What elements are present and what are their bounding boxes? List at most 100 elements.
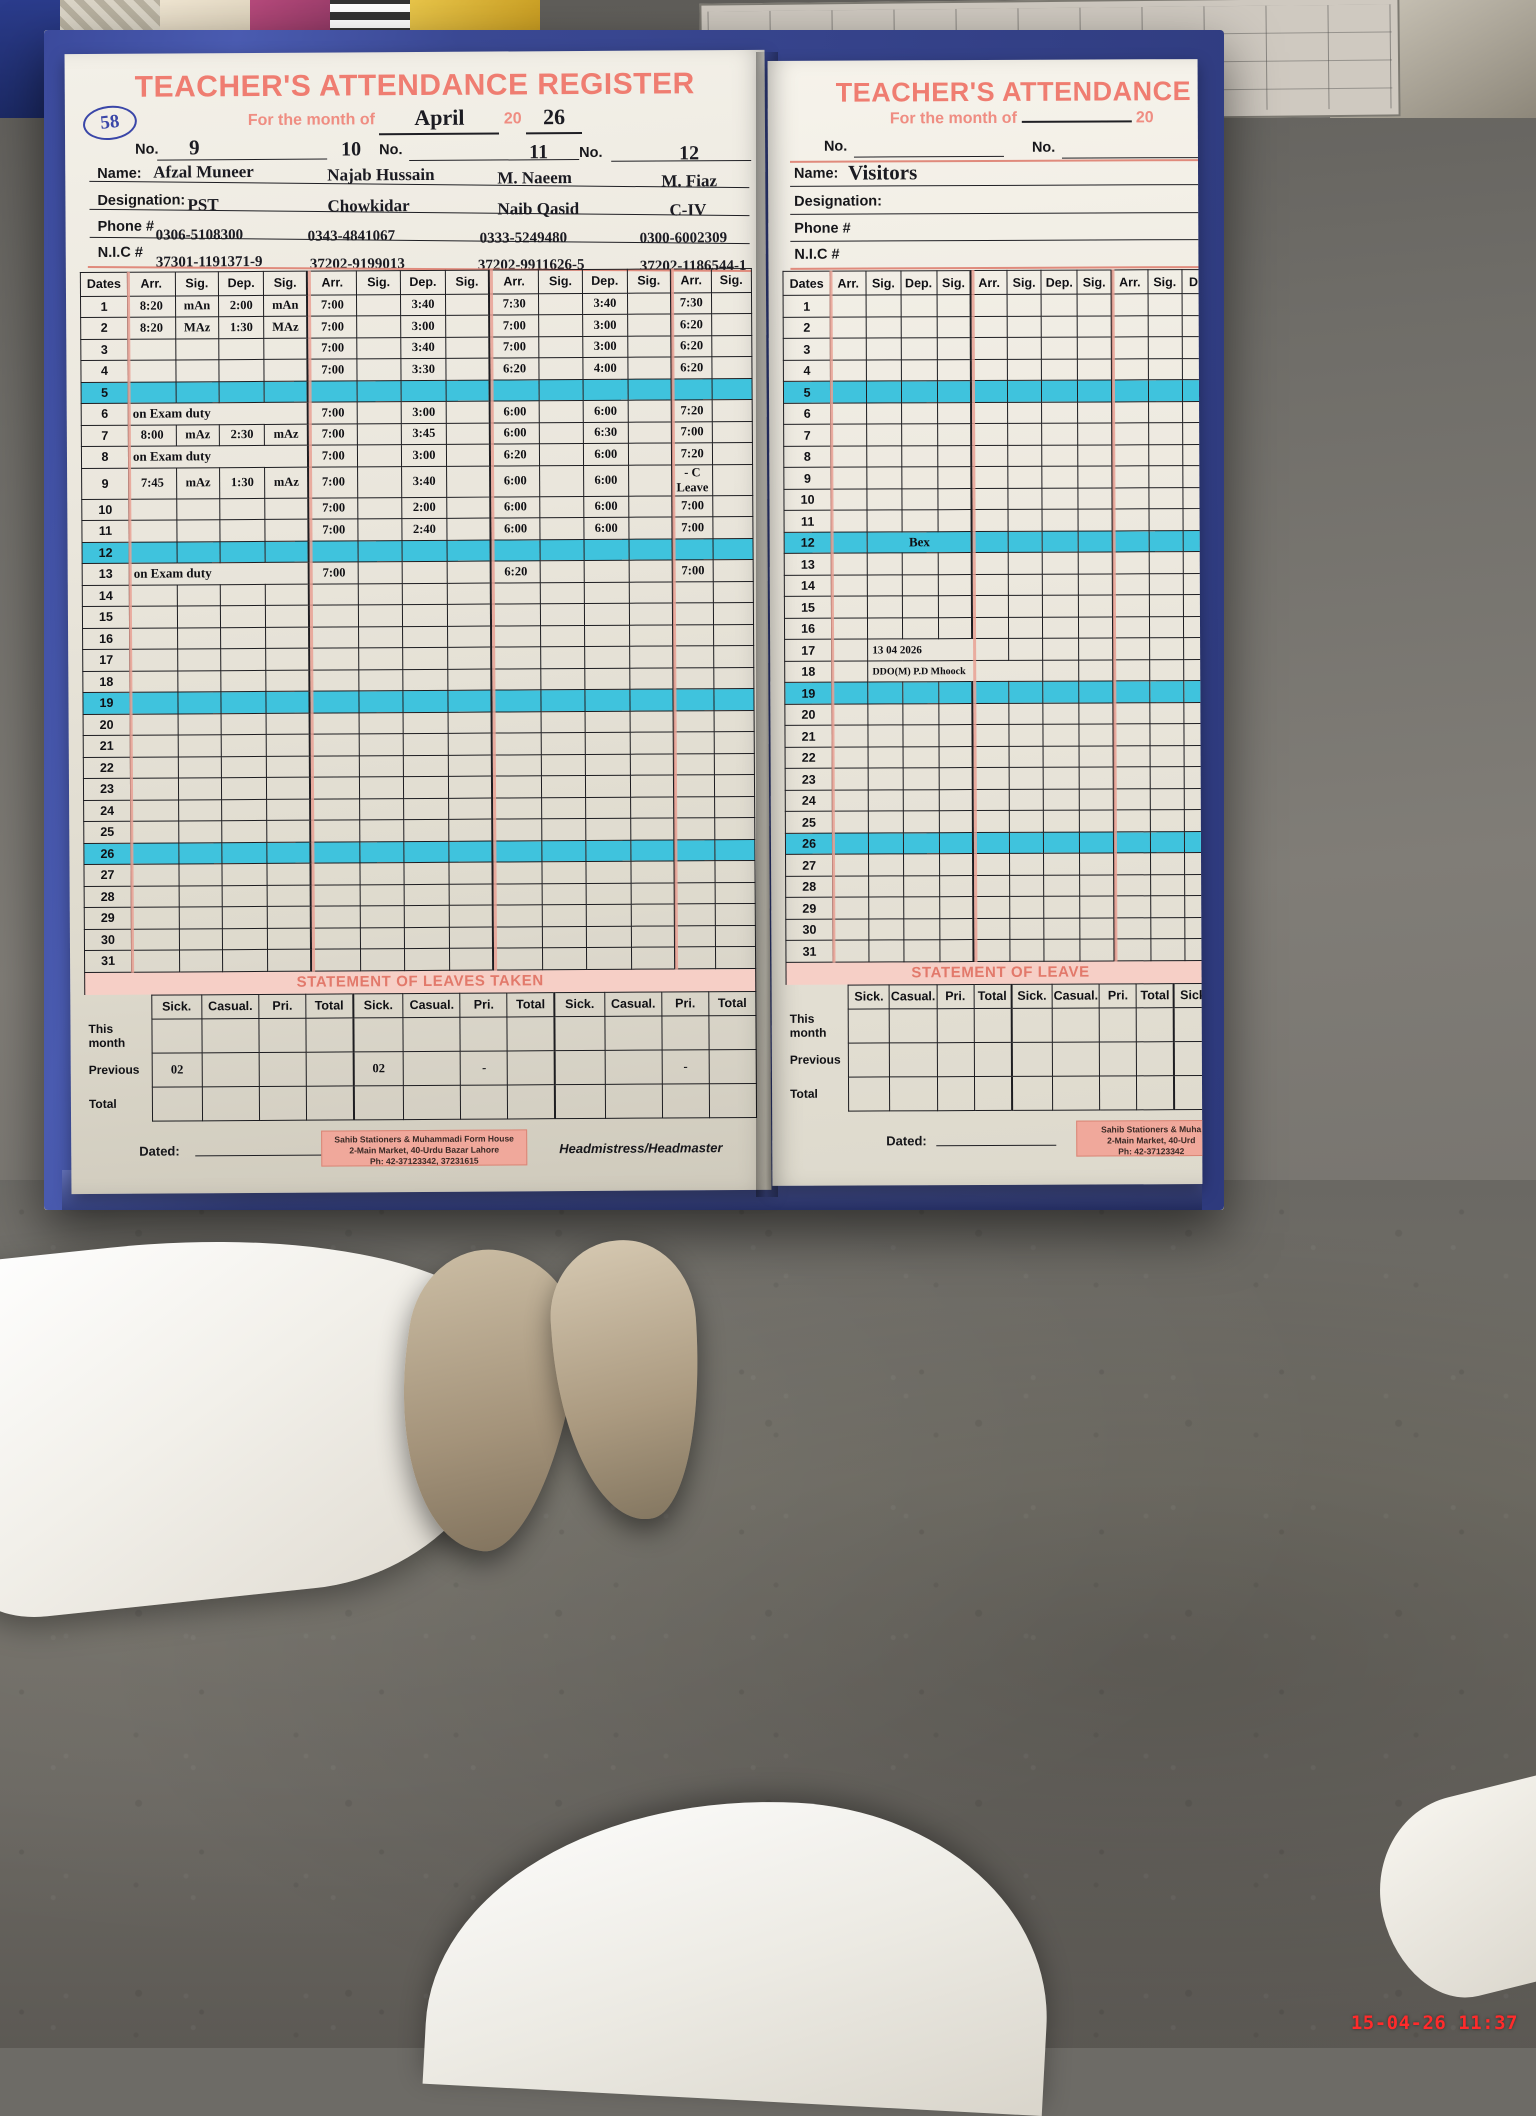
right-attendance-cell [937,380,972,403]
attendance-cell [359,776,404,799]
right-leaves-cell [974,1076,1012,1111]
col-dep-2: Dep. [400,269,446,295]
attendance-cell [540,538,584,561]
month-line: For the month of April 20 26 [79,101,751,135]
attendance-cell: 7:30 [670,292,712,314]
right-attendance-cell [830,295,867,318]
leaves-col-casual-1: Casual. [201,993,259,1019]
attendance-cell [177,605,221,628]
right-attendance-cell [1113,638,1150,660]
right-table-row: 6 [783,401,1203,425]
right-attendance-cell [1183,637,1203,660]
date-cell: 14 [82,584,130,607]
right-attendance-cell [830,381,867,404]
right-attendance-cell [868,832,904,855]
attendance-cell: 7:00 [308,497,359,520]
attendance-cell [359,647,403,670]
right-table-row: 4 [783,358,1203,382]
right-leaves-cell [1174,1075,1203,1110]
right-attendance-cell [1008,552,1043,575]
attendance-cell [492,775,542,798]
attendance-cell [539,464,584,497]
right-month-label: For the month of [889,110,1017,128]
attendance-cell [404,926,450,949]
leaves-cell [201,1017,260,1053]
right-attendance-cell [938,767,974,790]
attendance-cell [630,839,675,862]
right-attendance-cell [1113,767,1150,789]
right-attendance-cell [1149,745,1185,768]
right-attendance-cell [1079,745,1114,768]
attendance-cell: 7:00 [672,559,713,582]
attendance-cell [714,774,755,797]
leaves-col-casual-2: Casual. [403,992,461,1018]
right-attendance-cell [973,875,1010,897]
attendance-cell [222,841,268,864]
right-attendance-cell [1112,487,1149,510]
right-leaves-row: Previous [786,1041,1203,1077]
leaves-col-pri-2: Pri. [460,992,508,1017]
attendance-cell [674,817,715,840]
attendance-cell [177,670,222,692]
right-attendance-cell [1114,917,1151,940]
attendance-cell [674,946,716,969]
attendance-cell [585,753,631,776]
right-attendance-cell [902,746,939,769]
attendance-cell [715,924,756,947]
right-attendance-cell [902,832,940,855]
attendance-cell [490,582,541,605]
right-attendance-cell [1043,896,1081,919]
right-attendance-cell [902,789,939,812]
right-attendance-cell [1077,423,1113,445]
name-label: Name: [97,165,142,182]
right-date-cell: 28 [785,876,833,898]
right-attendance-wrap: Dates Arr. Sig. Dep. Sig. Arr. Sig. Dep.… [782,269,1203,963]
attendance-cell [711,399,753,422]
attendance-cell [541,732,586,755]
right-attendance-cell [866,424,902,446]
right-leaves-cell [1011,1042,1053,1077]
attendance-cell [448,797,493,820]
attendance-cell [218,337,265,360]
leaves-cell [709,1082,757,1118]
attendance-register-book: 5 8 TEACHER'S ATTENDANCE REGISTER For the… [44,30,1224,1210]
attendance-cell [222,927,268,950]
right-attendance-cell [868,897,904,919]
attendance-cell [357,423,402,445]
right-table-row: 24 [785,788,1203,812]
right-table-row: 11 [784,508,1203,533]
attendance-cell [402,604,448,627]
right-attendance-cell [971,531,1009,553]
right-col-arr-1: Arr. [830,271,867,296]
attendance-cell: 8:20 [127,295,176,318]
attendance-cell [585,882,632,905]
attendance-cell: 6:20 [490,560,541,583]
right-attendance-cell [938,832,974,855]
attendance-cell [267,884,312,907]
right-attendance-cell [1077,337,1112,359]
attendance-cell: 3:00 [400,315,446,338]
right-attendance-cell [973,767,1010,790]
attendance-cell [446,444,491,466]
attendance-cell: 7:00 [308,423,358,446]
attendance-cell [447,561,491,583]
attendance-cell [360,841,405,863]
dated-label: Dated: [139,1142,180,1159]
right-attendance-cell [867,553,902,575]
right-attendance-cell [832,854,869,877]
right-attendance-cell [832,725,869,748]
attendance-cell [628,442,672,465]
right-attendance-cell [902,768,939,790]
attendance-cell [265,669,310,692]
right-date-cell: 7 [783,424,831,447]
right-attendance-cell [830,402,867,425]
right-attendance-cell [1041,358,1078,381]
attendance-cell [130,863,179,886]
right-attendance-cell [971,359,1008,381]
attendance-cell [131,928,180,951]
attendance-cell [629,645,674,668]
right-attendance-cell [903,940,940,962]
right-leaves-row: Total [786,1075,1203,1111]
right-attendance-cell [972,681,1009,704]
attendance-cell [630,753,674,776]
